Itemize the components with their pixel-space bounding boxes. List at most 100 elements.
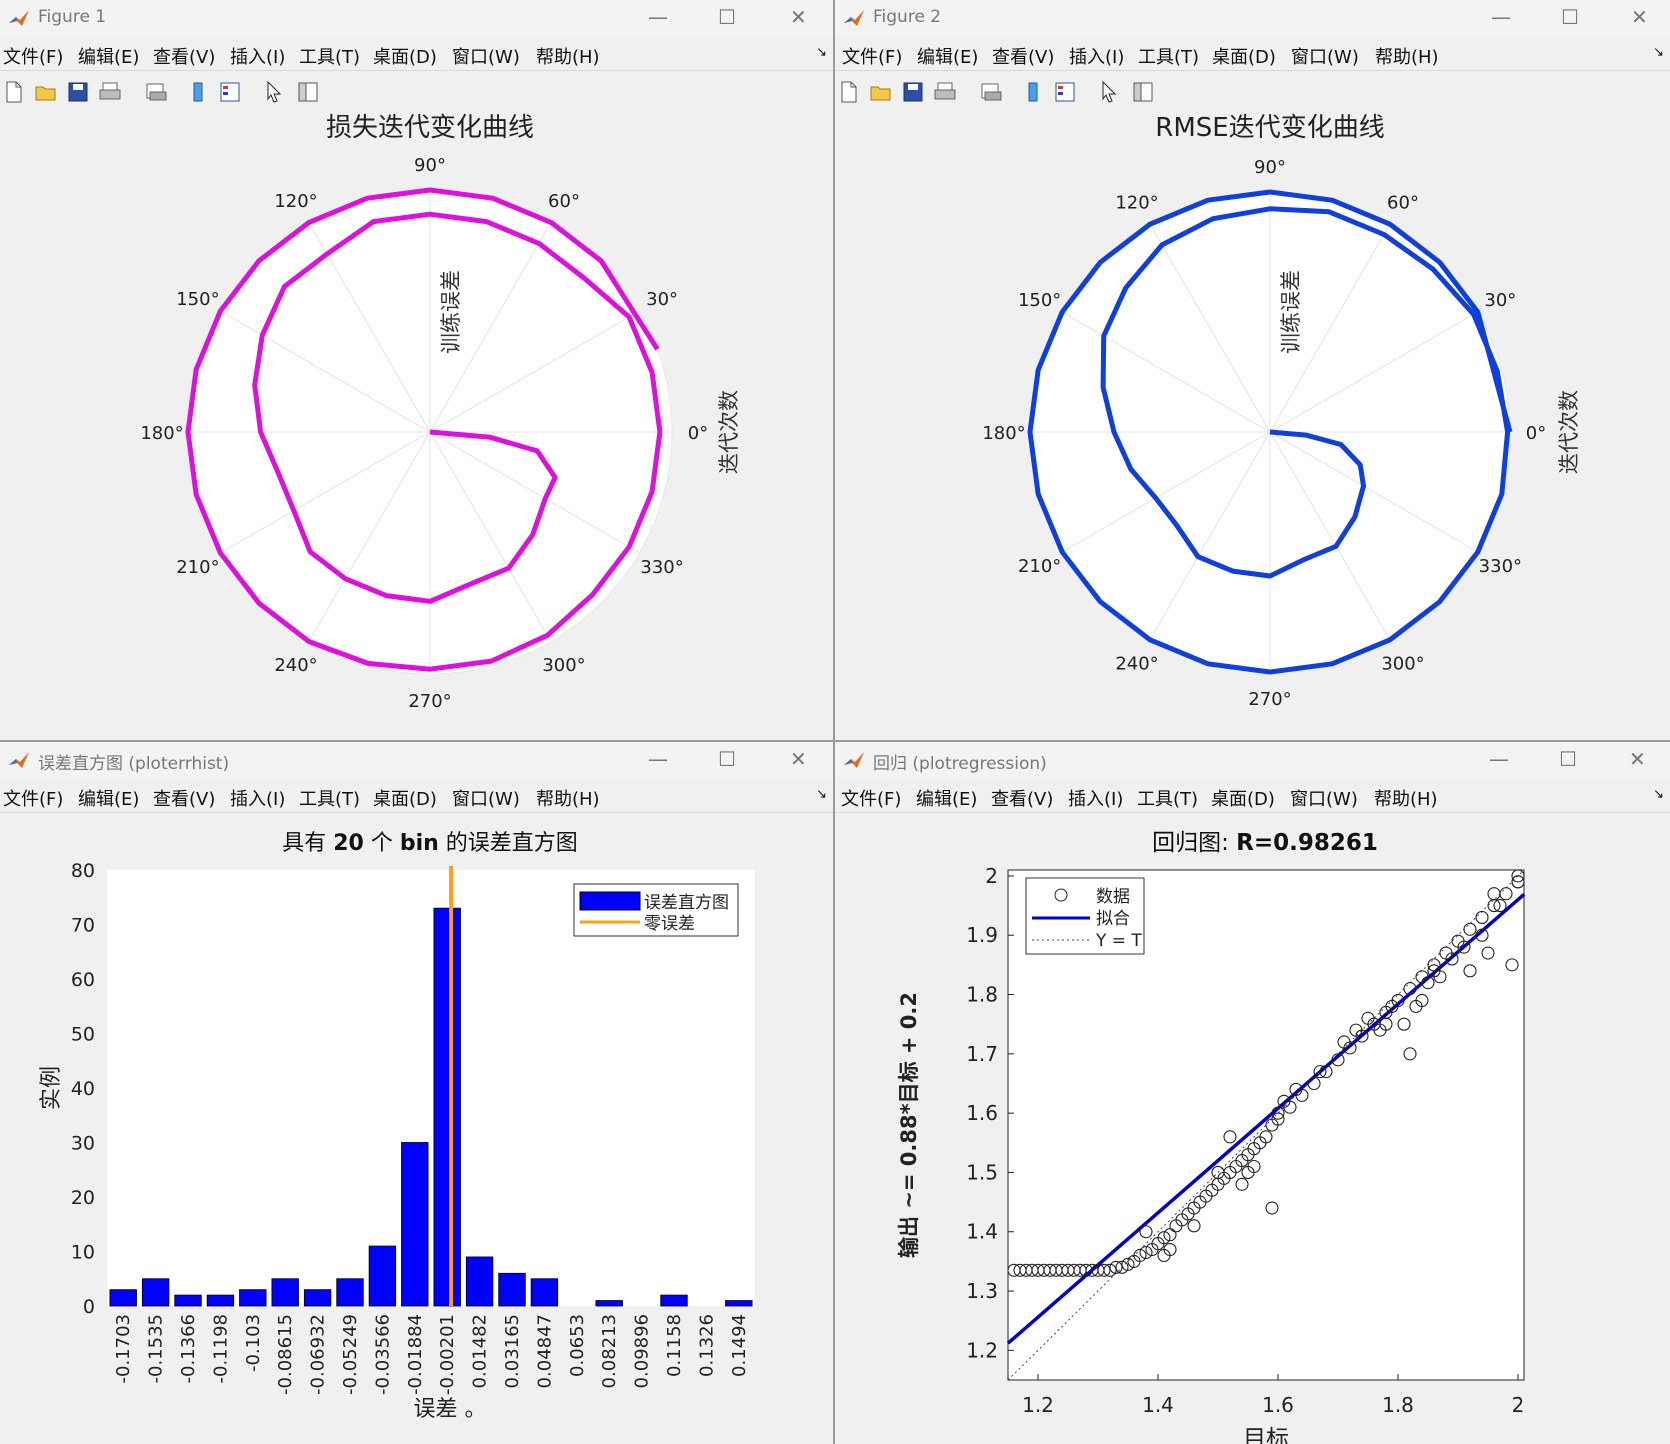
print-icon[interactable]	[933, 80, 957, 104]
plot-area: 回归图: R=0.98261 1.2 1.4 1.6 1.8 2 1.2 1.3 1.4 1.5 1…	[835, 814, 1670, 1444]
menu-edit[interactable]: 编辑(E)	[78, 47, 140, 68]
property-editor-icon[interactable]	[296, 80, 320, 104]
maximize-button[interactable]: ☐	[1561, 5, 1579, 29]
title-bar[interactable]: Figure 1 — ☐ ✕	[0, 0, 833, 36]
menu-window[interactable]: 窗口(W)	[452, 789, 520, 810]
legend-icon[interactable]	[218, 80, 242, 104]
minimize-button[interactable]: —	[1491, 5, 1511, 29]
x-tick-label: -0.1535	[146, 1314, 167, 1383]
title-bar[interactable]: 回归 (plotregression) — ☐ ✕	[835, 742, 1670, 778]
menu-help[interactable]: 帮助(H)	[536, 47, 600, 68]
legend-label-zero: 零误差	[644, 914, 695, 934]
x-tick-label: 0.1158	[664, 1314, 685, 1377]
close-button[interactable]: ✕	[790, 5, 807, 29]
print-icon[interactable]	[98, 80, 122, 104]
menu-overflow-icon[interactable]: ↘	[1653, 787, 1664, 802]
menu-edit[interactable]: 编辑(E)	[916, 789, 978, 810]
angle-tick-label: 330°	[1479, 556, 1522, 577]
menu-view[interactable]: 查看(V)	[992, 47, 1055, 68]
save-icon[interactable]	[901, 80, 925, 104]
print-preview-icon[interactable]	[144, 80, 168, 104]
menu-insert[interactable]: 插入(I)	[230, 789, 286, 810]
legend-icon[interactable]	[1053, 80, 1077, 104]
menu-window[interactable]: 窗口(W)	[1291, 47, 1359, 68]
data-point	[1475, 928, 1489, 942]
menu-tools[interactable]: 工具(T)	[1137, 789, 1199, 810]
open-file-icon[interactable]	[869, 80, 893, 104]
menu-tools[interactable]: 工具(T)	[299, 47, 361, 68]
y-tick-label: 70	[71, 915, 95, 937]
menu-view[interactable]: 查看(V)	[153, 789, 216, 810]
x-tick-label: -0.05249	[340, 1314, 361, 1395]
menu-overflow-icon[interactable]: ↘	[1653, 45, 1664, 60]
menu-tools[interactable]: 工具(T)	[299, 789, 361, 810]
polar-grid-spoke	[1269, 431, 1391, 641]
maximize-button[interactable]: ☐	[718, 5, 736, 29]
menu-desktop[interactable]: 桌面(D)	[373, 47, 437, 68]
menu-insert[interactable]: 插入(I)	[1068, 789, 1124, 810]
data-point	[1307, 1076, 1321, 1091]
menu-help[interactable]: 帮助(H)	[536, 789, 600, 810]
data-point	[1433, 970, 1447, 984]
polar-grid-spoke	[1061, 431, 1271, 553]
angle-tick-label: 0°	[1526, 423, 1546, 444]
data-point	[1493, 899, 1507, 913]
side-axis-label: 迭代次数	[717, 390, 741, 474]
title-bar[interactable]: 误差直方图 (ploterrhist) — ☐ ✕	[0, 742, 833, 778]
title-bar[interactable]: Figure 2 — ☐ ✕	[835, 0, 1670, 36]
open-file-icon[interactable]	[34, 80, 58, 104]
angle-tick-label: 90°	[1254, 157, 1286, 178]
close-button[interactable]: ✕	[1631, 5, 1648, 29]
polar-grid-spoke	[1149, 223, 1271, 433]
maximize-button[interactable]: ☐	[718, 747, 736, 771]
x-tick-label: -0.103	[243, 1314, 264, 1372]
polar-grid-spoke	[1149, 431, 1271, 641]
maximize-button[interactable]: ☐	[1559, 747, 1577, 771]
angle-tick-label: 300°	[542, 655, 585, 676]
menu-tools[interactable]: 工具(T)	[1138, 47, 1200, 68]
menu-overflow-icon[interactable]: ↘	[816, 45, 827, 60]
menu-help[interactable]: 帮助(H)	[1374, 789, 1438, 810]
menu-overflow-icon[interactable]: ↘	[816, 787, 827, 802]
pointer-icon[interactable]	[262, 80, 286, 104]
property-editor-icon[interactable]	[1131, 80, 1155, 104]
menu-desktop[interactable]: 桌面(D)	[373, 789, 437, 810]
new-figure-icon[interactable]	[837, 80, 861, 104]
menu-desktop[interactable]: 桌面(D)	[1212, 47, 1276, 68]
data-point	[1313, 1065, 1327, 1079]
menu-insert[interactable]: 插入(I)	[230, 47, 286, 68]
menu-edit[interactable]: 编辑(E)	[78, 789, 140, 810]
menu-window[interactable]: 窗口(W)	[452, 47, 520, 68]
menu-file[interactable]: 文件(F)	[3, 789, 64, 810]
x-tick-label: 0.1494	[729, 1314, 750, 1377]
menu-edit[interactable]: 编辑(E)	[917, 47, 979, 68]
x-tick-label: 0.1326	[696, 1314, 717, 1377]
angle-tick-label: 180°	[982, 423, 1025, 444]
menu-view[interactable]: 查看(V)	[153, 47, 216, 68]
data-point	[1271, 1106, 1285, 1120]
minimize-button[interactable]: —	[648, 5, 668, 29]
menu-insert[interactable]: 插入(I)	[1069, 47, 1125, 68]
angle-tick-label: 180°	[140, 423, 183, 444]
pointer-icon[interactable]	[1097, 80, 1121, 104]
colorbar-icon[interactable]	[1021, 80, 1045, 104]
colorbar-icon[interactable]	[186, 80, 210, 104]
close-button[interactable]: ✕	[790, 747, 807, 771]
menu-file[interactable]: 文件(F)	[841, 789, 902, 810]
y-tick-label: 1.9	[966, 923, 998, 947]
data-point	[1403, 1047, 1417, 1061]
menu-window[interactable]: 窗口(W)	[1290, 789, 1358, 810]
window-title: Figure 1	[38, 7, 107, 27]
print-preview-icon[interactable]	[979, 80, 1003, 104]
menu-file[interactable]: 文件(F)	[842, 47, 903, 68]
angle-tick-label: 150°	[1018, 290, 1061, 311]
minimize-button[interactable]: —	[648, 747, 668, 771]
menu-view[interactable]: 查看(V)	[991, 789, 1054, 810]
close-button[interactable]: ✕	[1629, 747, 1646, 771]
menu-file[interactable]: 文件(F)	[3, 47, 64, 68]
minimize-button[interactable]: —	[1489, 747, 1509, 771]
menu-desktop[interactable]: 桌面(D)	[1211, 789, 1275, 810]
menu-help[interactable]: 帮助(H)	[1375, 47, 1439, 68]
new-figure-icon[interactable]	[2, 80, 26, 104]
save-icon[interactable]	[66, 80, 90, 104]
